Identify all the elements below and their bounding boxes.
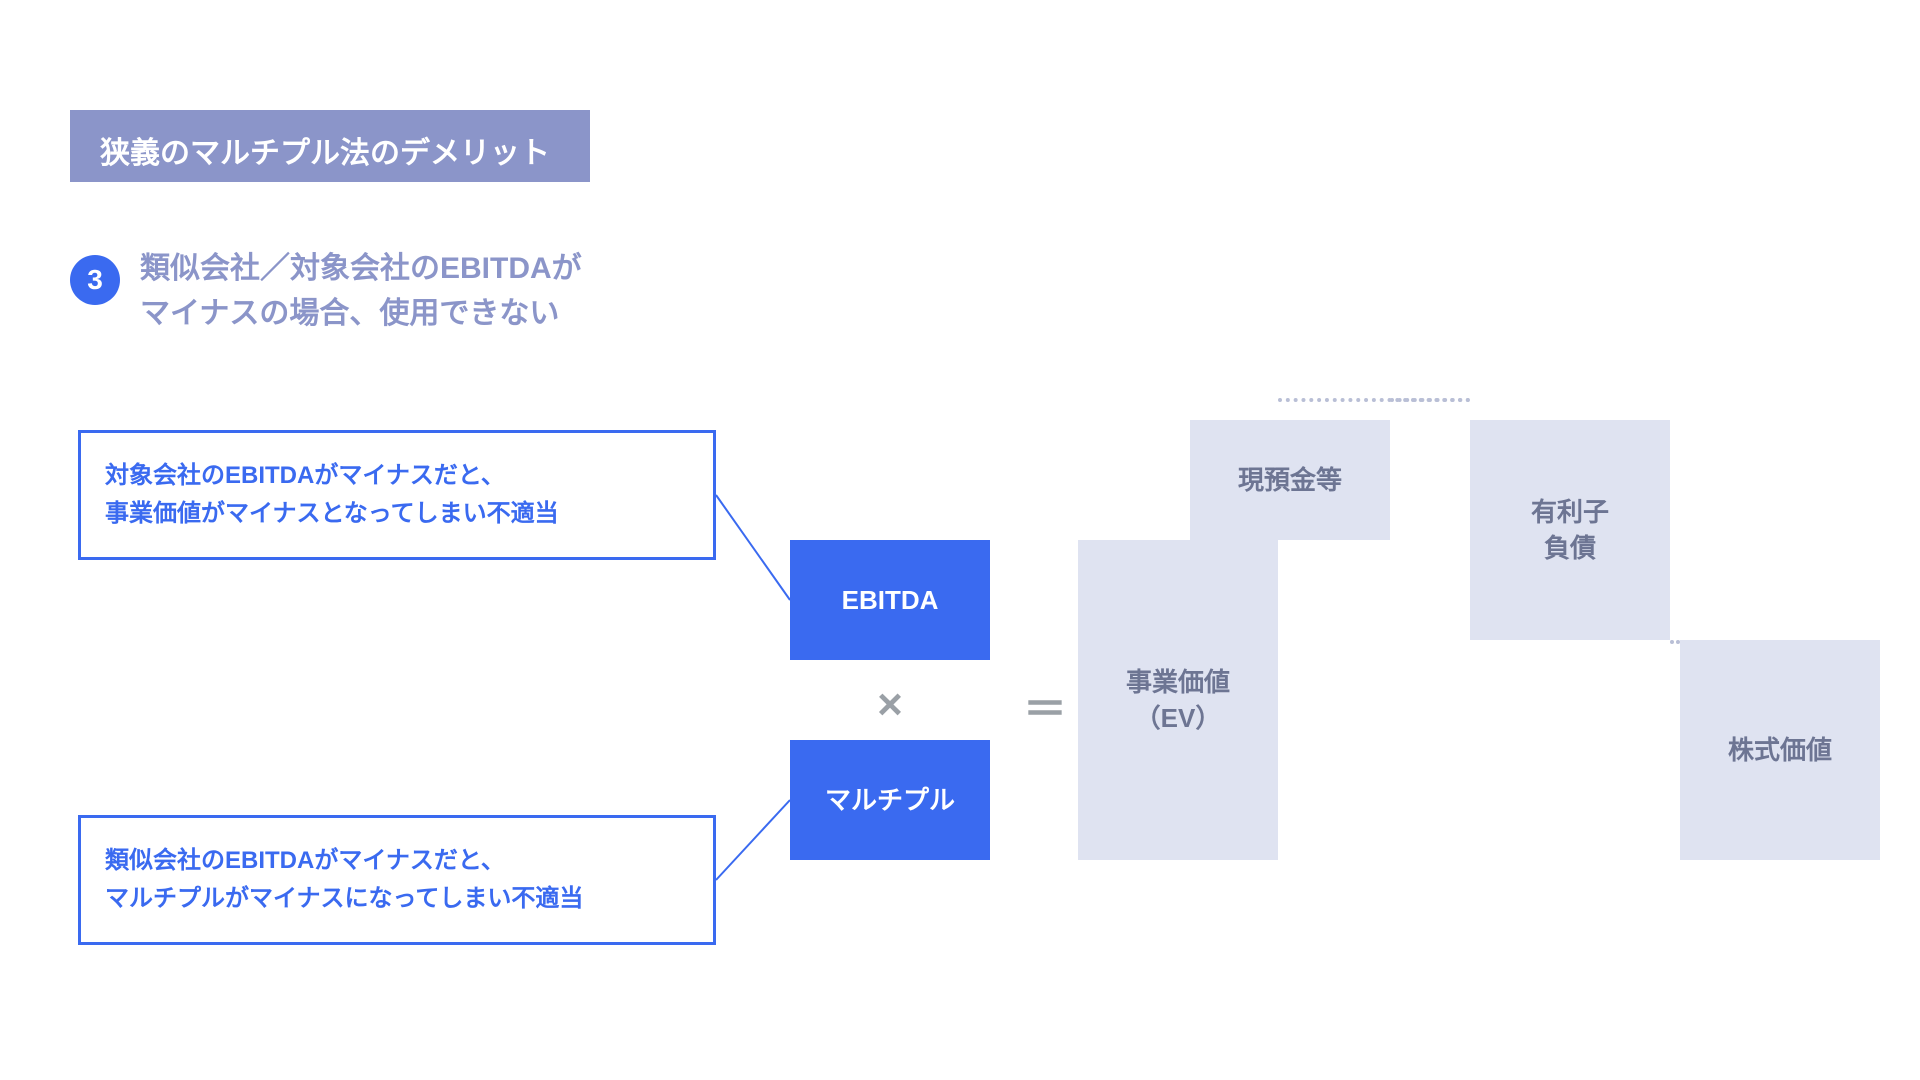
dotted-debt-to-equity (1670, 640, 1680, 644)
callout-ebitda-target: 対象会社のEBITDAがマイナスだと、 事業価値がマイナスとなってしまい不適当 (78, 430, 716, 560)
block-multiple-label: マルチプル (825, 782, 955, 818)
op-equals-glyph: ＝ (1023, 673, 1067, 737)
callout1-line2: 事業価値がマイナスとなってしまい不適当 (105, 495, 559, 533)
dotted-cash-to-debt (1390, 398, 1470, 402)
block-ebitda-label: EBITDA (842, 582, 939, 618)
block-debt: 有利子 負債 (1470, 420, 1670, 640)
block-multiple: マルチプル (790, 740, 990, 860)
point-number: 3 (87, 264, 103, 296)
point-number-badge: 3 (70, 255, 120, 305)
op-times-glyph: × (877, 680, 903, 730)
point-subtitle: 類似会社／対象会社のEBITDAが マイナスの場合、使用できない (140, 246, 582, 336)
block-cash-label: 現預金等 (1238, 462, 1342, 498)
callout2-line2: マルチプルがマイナスになってしまい不適当 (105, 880, 583, 918)
callout2-line1: 類似会社のEBITDAがマイナスだと、 (105, 842, 583, 880)
operator-equals: ＝ (1020, 680, 1070, 730)
block-ev-line1: 事業価値 (1126, 664, 1230, 700)
subtitle-line1: 類似会社／対象会社のEBITDAが (140, 246, 582, 291)
block-cash: 現預金等 (1190, 420, 1390, 540)
block-equity: 株式価値 (1680, 640, 1880, 860)
operator-times: × (865, 680, 915, 730)
block-equity-label: 株式価値 (1728, 732, 1832, 768)
slide-stage: 狭義のマルチプル法のデメリット 3 類似会社／対象会社のEBITDAが マイナス… (0, 0, 1920, 1080)
section-title-text: 狭義のマルチプル法のデメリット (100, 137, 550, 170)
block-ev-line2: （EV） (1126, 700, 1230, 736)
callout-ebitda-peer: 類似会社のEBITDAがマイナスだと、 マルチプルがマイナスになってしまい不適当 (78, 815, 716, 945)
callout1-line1: 対象会社のEBITDAがマイナスだと、 (105, 457, 559, 495)
block-ebitda: EBITDA (790, 540, 990, 660)
subtitle-line2: マイナスの場合、使用できない (140, 291, 582, 336)
block-enterprise-value: 事業価値 （EV） (1078, 540, 1278, 860)
section-title-bar: 狭義のマルチプル法のデメリット (70, 110, 590, 182)
block-debt-line2: 負債 (1531, 530, 1609, 566)
block-debt-line1: 有利子 (1531, 494, 1609, 530)
